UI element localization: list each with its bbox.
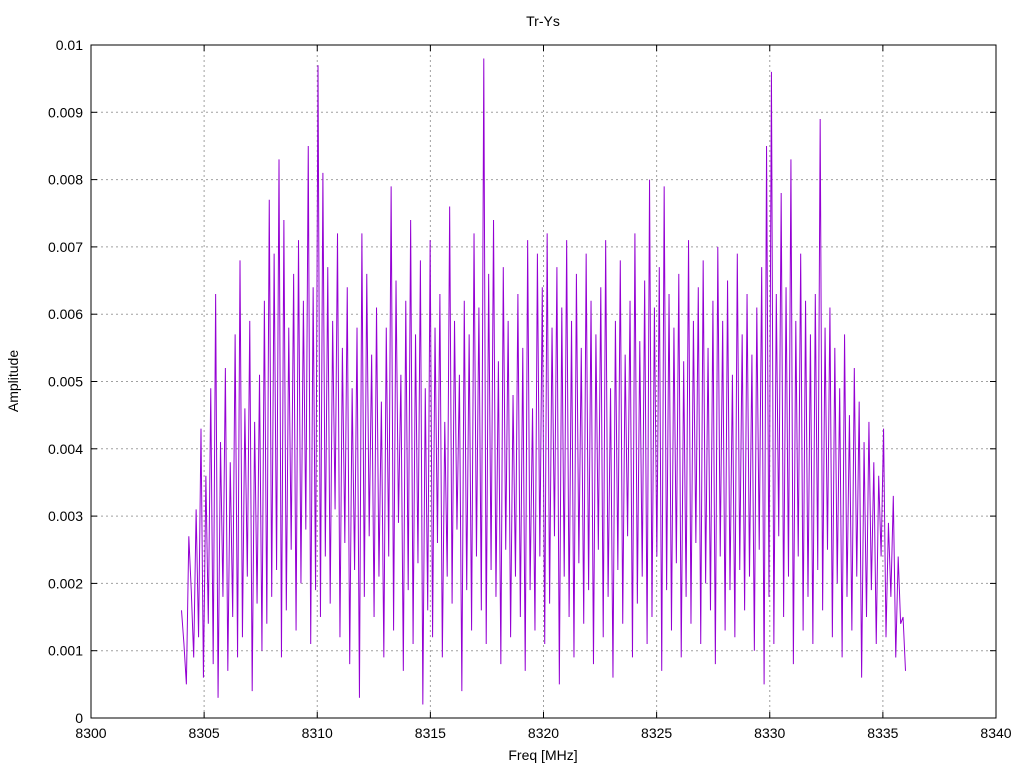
y-tick-label: 0.003 (48, 508, 83, 524)
y-tick-label: 0.005 (48, 374, 83, 390)
y-tick-label: 0.001 (48, 643, 83, 659)
x-tick-label: 8305 (189, 725, 220, 741)
y-tick-label: 0.007 (48, 239, 83, 255)
x-tick-label: 8310 (302, 725, 333, 741)
axis-ticks (90, 44, 997, 719)
x-tick-label: 8325 (641, 725, 672, 741)
y-tick-labels: 0 0.001 0.002 0.003 0.004 0.005 0.006 0.007 0.00… (48, 37, 83, 726)
y-tick-label: 0.009 (48, 104, 83, 120)
series-layer (181, 58, 906, 705)
x-tick-label: 8320 (528, 725, 559, 741)
x-tick-label: 8335 (867, 725, 898, 741)
y-tick-label: 0.004 (48, 441, 83, 457)
x-axis-label: Freq [MHz] (508, 747, 577, 763)
x-tick-label: 8330 (754, 725, 785, 741)
x-tick-label: 8315 (415, 725, 446, 741)
grid (91, 45, 996, 718)
y-tick-label: 0.006 (48, 306, 83, 322)
y-tick-label: 0.01 (56, 37, 83, 53)
y-axis-label: Amplitude (5, 350, 21, 412)
y-tick-label: 0.008 (48, 172, 83, 188)
y-tick-label: 0 (75, 710, 83, 726)
chart-title: Tr-Ys (526, 13, 560, 29)
x-tick-label: 8300 (75, 725, 106, 741)
x-tick-labels: 8300 8305 8310 8315 8320 8325 8330 8335 8340 (75, 725, 1011, 741)
x-tick-label: 8340 (980, 725, 1011, 741)
y-tick-label: 0.002 (48, 575, 83, 591)
series-line-0 (181, 58, 906, 705)
